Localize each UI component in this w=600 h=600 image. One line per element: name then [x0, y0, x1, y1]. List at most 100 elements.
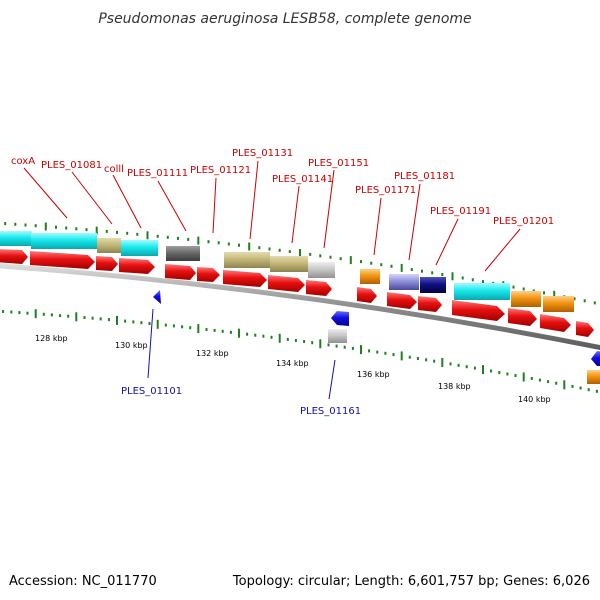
gene-block-navy[interactable] [420, 277, 446, 293]
gene-label[interactable]: PLES_01131 [232, 148, 293, 159]
gene-label[interactable]: PLES_01201 [493, 216, 554, 227]
gene-label[interactable]: PLES_01161 [300, 406, 361, 417]
minor-tick [465, 365, 468, 369]
forward-cds-arrow[interactable] [452, 300, 505, 321]
minor-tick [18, 311, 21, 315]
minor-tick [99, 317, 102, 321]
minor-tick [441, 273, 444, 276]
gene-label[interactable]: PLES_01181 [394, 171, 455, 182]
gene-block-dark-gray[interactable] [166, 246, 200, 261]
minor-tick [227, 242, 230, 246]
major-tick [95, 226, 98, 235]
minor-tick [547, 380, 550, 384]
minor-tick [42, 312, 45, 316]
gene-block-orange[interactable] [360, 269, 380, 284]
gene-label[interactable]: PLES_01081 [41, 160, 102, 171]
minor-tick [246, 332, 249, 336]
gene-block-khaki[interactable] [270, 256, 308, 272]
minor-tick [376, 350, 379, 354]
callout-line [373, 197, 382, 256]
minor-tick [329, 255, 332, 259]
gene-label[interactable]: PLES_01151 [308, 158, 369, 169]
gene-labels-reverse: PLES_01101 PLES_01161 [121, 386, 361, 417]
forward-cds-arrow[interactable] [165, 264, 196, 280]
gene-label[interactable]: PLES_01191 [430, 206, 491, 217]
minor-tick [238, 243, 240, 247]
minor-tick [288, 250, 291, 254]
gene-block-slate[interactable] [389, 274, 419, 290]
gene-block-cyan[interactable] [454, 283, 510, 300]
major-tick [278, 333, 281, 343]
gene-label[interactable]: coxA [11, 156, 35, 167]
minor-tick [177, 236, 179, 240]
minor-tick [384, 351, 387, 355]
minor-tick [166, 235, 169, 239]
minor-tick [555, 381, 558, 385]
minor-tick [319, 254, 322, 258]
gene-block-orange[interactable] [511, 291, 541, 307]
minor-tick [583, 299, 586, 303]
gene-block-orange[interactable] [587, 370, 600, 384]
major-tick [156, 319, 159, 329]
forward-cds-arrow[interactable] [96, 256, 118, 271]
minor-tick [55, 225, 57, 229]
minor-tick [593, 301, 596, 305]
minor-tick [132, 320, 135, 324]
gene-label[interactable]: PLES_01141 [272, 174, 333, 185]
gene-label[interactable]: colll [104, 164, 124, 175]
forward-cds-arrow[interactable] [387, 292, 417, 309]
forward-cds-arrow[interactable] [306, 280, 332, 296]
gene-block-cyan[interactable] [121, 240, 158, 256]
minor-tick [270, 335, 273, 339]
minor-tick [410, 268, 413, 271]
forward-cds-arrow[interactable] [30, 251, 95, 269]
minor-tick [26, 311, 29, 315]
forward-cds-arrow[interactable] [508, 308, 537, 326]
gene-block-light-gray[interactable] [308, 262, 335, 278]
gene-block-orange[interactable] [543, 296, 574, 312]
minor-tick [335, 344, 338, 348]
minor-tick [14, 222, 17, 226]
major-tick [116, 315, 118, 325]
gene-block-cyan[interactable] [31, 233, 97, 249]
gene-block-light-gray[interactable] [328, 329, 347, 343]
minor-tick [506, 372, 509, 376]
minor-tick [573, 297, 576, 301]
map-title: Pseudomonas aeruginosa LESB58, complete … [98, 11, 471, 27]
gene-label[interactable]: PLES_01111 [127, 168, 188, 179]
reverse-cds-arrow[interactable] [331, 311, 349, 326]
gene-label[interactable]: PLES_01121 [190, 165, 251, 176]
forward-cds-arrow[interactable] [268, 275, 305, 292]
gene-block-cyan[interactable] [0, 231, 32, 246]
forward-cds-arrow[interactable] [0, 249, 28, 264]
gene-block-khaki[interactable] [97, 238, 121, 253]
callout-line [291, 185, 300, 244]
forward-cds-arrow[interactable] [540, 314, 571, 332]
minor-tick-marks [2, 222, 598, 393]
minor-tick [217, 241, 220, 245]
gene-label[interactable]: PLES_01171 [355, 185, 416, 196]
gene-block-khaki[interactable] [224, 252, 270, 268]
minor-tick [473, 366, 476, 370]
minor-tick [59, 314, 62, 318]
forward-cds-arrow[interactable] [197, 267, 220, 282]
minor-tick [532, 289, 535, 293]
forward-cds-arrow[interactable] [119, 258, 155, 274]
minor-tick [360, 260, 362, 264]
minor-tick [522, 287, 525, 291]
minor-tick [421, 269, 423, 273]
forward-cds-arrow[interactable] [418, 296, 442, 312]
minor-tick [408, 355, 411, 359]
forward-cds-track [0, 249, 594, 337]
gene-label[interactable]: PLES_01101 [121, 386, 182, 397]
forward-cds-arrow[interactable] [357, 287, 377, 303]
reverse-cds-arrow[interactable] [591, 351, 600, 366]
reverse-cds-arrow[interactable] [153, 290, 161, 304]
callout-line [23, 167, 68, 219]
forward-cds-arrow[interactable] [576, 321, 594, 337]
reverse-cds-track [153, 290, 600, 384]
minor-tick [392, 353, 395, 357]
callout-line [435, 218, 459, 266]
forward-cds-arrow[interactable] [223, 270, 267, 287]
